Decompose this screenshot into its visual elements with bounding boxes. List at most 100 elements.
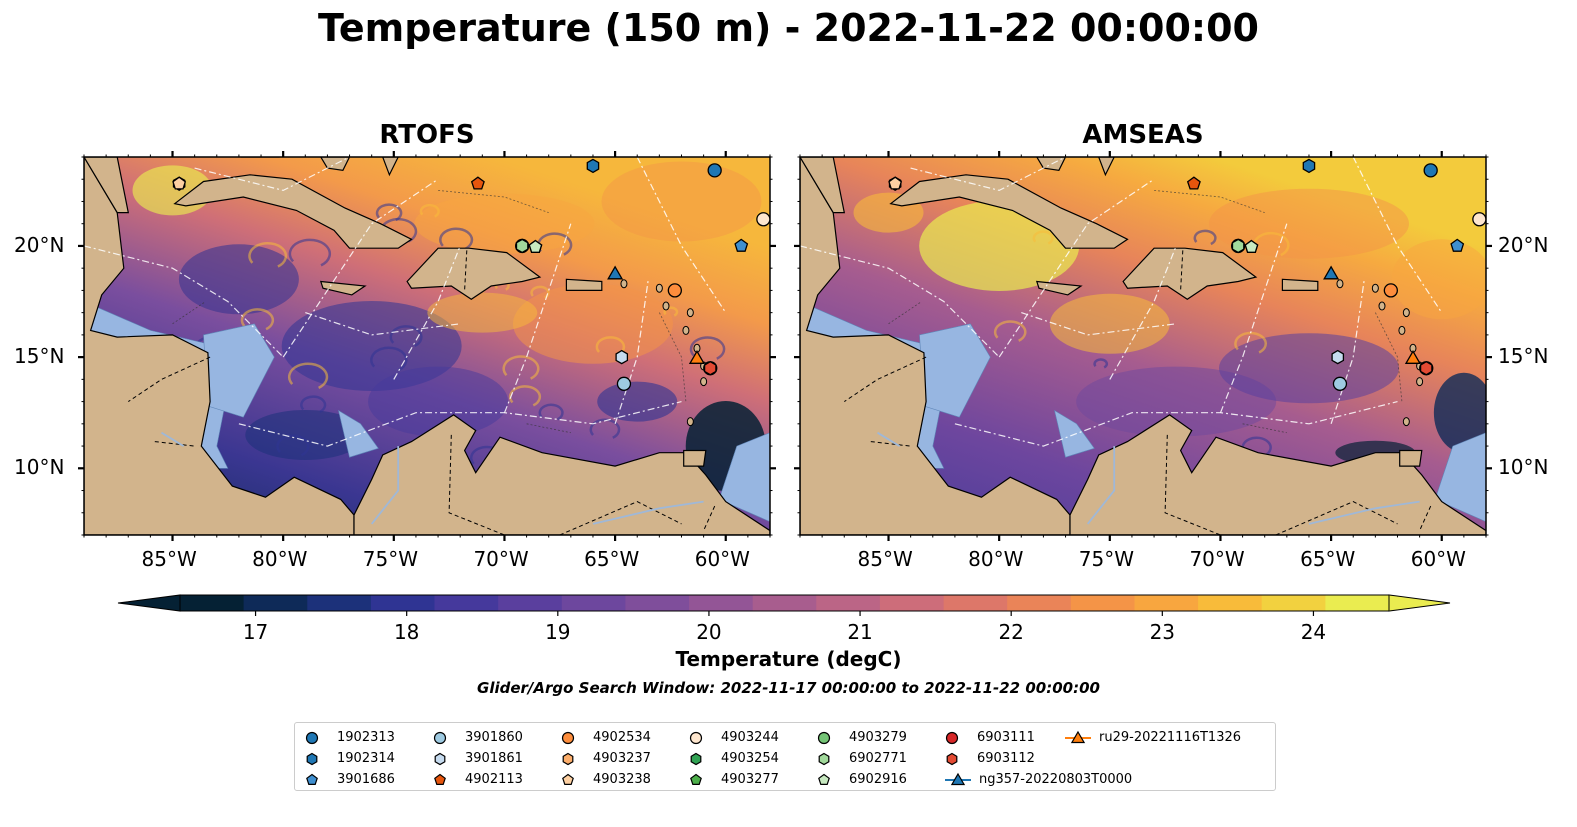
legend-item[interactable]: 4903244: [689, 727, 779, 748]
platform-marker-ng357-20220803T0000[interactable]: [1323, 265, 1340, 280]
legend-item[interactable]: 4903237: [561, 748, 651, 769]
colorbar-segment: [1325, 595, 1390, 611]
platform-marker-3901686[interactable]: [1450, 238, 1465, 252]
land-trinidad: [683, 449, 707, 467]
colorbar-label: Temperature (degC): [675, 647, 902, 671]
platform-marker-4902534[interactable]: [1383, 283, 1398, 298]
legend-item[interactable]: 4902534: [561, 727, 651, 748]
colorbar-segment: [752, 595, 817, 611]
colorbar-tick-label: 19: [545, 620, 571, 644]
land-jamaica: [319, 280, 367, 296]
legend-marker-icon: [818, 773, 830, 785]
panel-title-rtofs: RTOFS: [379, 120, 475, 150]
legend-marker-icon: [689, 731, 703, 744]
platform-marker-6902916[interactable]: [528, 239, 543, 253]
legend-item[interactable]: 4903279: [817, 727, 907, 748]
platform-marker-ng357-20220803T0000[interactable]: [607, 265, 624, 280]
legend-marker-icon: [433, 731, 447, 744]
figure-title: Temperature (150 m) - 2022-11-22 00:00:0…: [317, 6, 1259, 50]
legend-item[interactable]: 3901686: [305, 769, 395, 790]
legend-label: ru29-20221116T1326: [1099, 730, 1242, 745]
lat-tick-label: 10°N: [14, 455, 65, 480]
colorbar-segment: [1007, 595, 1072, 611]
legend-label: 6902916: [849, 772, 907, 787]
legend-item[interactable]: 1902313: [305, 727, 395, 748]
platform-marker-4903244[interactable]: [1472, 212, 1487, 227]
legend-label: ng357-20220803T0000: [979, 772, 1133, 787]
legend-marker-icon: [562, 752, 574, 765]
platform-marker-3901686[interactable]: [734, 238, 749, 252]
platform-marker-3901861[interactable]: [615, 349, 629, 365]
map-frame: [799, 156, 1487, 536]
colorbar-segment: [243, 595, 308, 611]
lon-tick-label: 70°W: [1189, 547, 1245, 571]
legend-item[interactable]: 1902314: [305, 748, 395, 769]
platform-marker-1902313[interactable]: [1423, 163, 1438, 178]
legend-label: 1902314: [337, 751, 395, 766]
platform-marker-4902534[interactable]: [667, 283, 682, 298]
platform-marker-3901860[interactable]: [616, 376, 632, 391]
platform-marker-1902314[interactable]: [1302, 158, 1316, 174]
colorbar-segment: [307, 595, 372, 611]
legend-item[interactable]: 6902771: [817, 748, 907, 769]
legend-marker-icon: [945, 772, 971, 785]
legend-marker-icon: [306, 752, 318, 765]
legend-item[interactable]: 3901861: [433, 748, 523, 769]
panel-title-amseas: AMSEAS: [1082, 120, 1204, 150]
platform-marker-3901860[interactable]: [1332, 376, 1348, 391]
platform-markers: [172, 158, 771, 391]
colorbar-segment: [1198, 595, 1263, 611]
legend-item[interactable]: ng357-20220803T0000: [945, 769, 1132, 790]
colorbar-bar: [117, 594, 1451, 616]
legend-label: 4903277: [721, 772, 779, 787]
platform-marker-4903238[interactable]: [172, 176, 187, 190]
legend-item[interactable]: 4903254: [689, 748, 779, 769]
lon-tick-label: 85°W: [141, 547, 197, 571]
platform-marker-4903244[interactable]: [756, 212, 771, 227]
platform-marker-ru29-20221116T1326[interactable]: [1404, 350, 1422, 364]
platform-marker-4902113[interactable]: [1186, 176, 1201, 190]
colorbar-tick-label: 20: [696, 620, 722, 644]
platform-marker-6903112[interactable]: [1419, 360, 1433, 376]
platform-marker-6903112[interactable]: [703, 360, 717, 376]
legend-marker-icon: [561, 731, 575, 744]
colorbar-segment: [816, 595, 881, 611]
lon-tick-label: 60°W: [1410, 547, 1466, 571]
legend-column: 4903279 6902771 6902916: [817, 727, 907, 790]
legend-item[interactable]: 4902113: [433, 769, 523, 790]
colorbar-tick-label: 22: [998, 620, 1024, 644]
legend-marker-icon: [946, 752, 958, 765]
platform-marker-6902916[interactable]: [1244, 239, 1259, 253]
platform-marker-4903238[interactable]: [888, 176, 903, 190]
lon-tick-label: 70°W: [473, 547, 529, 571]
lat-tick-label: 20°N: [14, 232, 65, 257]
colorbar-segment: [943, 595, 1008, 611]
legend-column: 4903244 4903254 4903277: [689, 727, 779, 790]
map-canvas: [794, 151, 1492, 541]
colorbar-extend-max: [1388, 594, 1451, 612]
platform-marker-6902771[interactable]: [515, 238, 529, 254]
colorbar-segment: [180, 595, 245, 611]
temperature-field: [800, 157, 1486, 535]
legend-item[interactable]: 6903112: [945, 748, 1132, 769]
colorbar-tick-label: 17: [242, 620, 269, 644]
legend-item[interactable]: 4903277: [689, 769, 779, 790]
legend-marker-icon: [945, 731, 959, 744]
platform-marker-1902313[interactable]: [707, 163, 722, 178]
legend-item[interactable]: 6903111: [945, 727, 1132, 748]
platform-marker-4902113[interactable]: [470, 176, 485, 190]
legend-item[interactable]: 4903238: [561, 769, 651, 790]
colorbar-segment: [625, 595, 690, 611]
legend-item[interactable]: 6902916: [817, 769, 907, 790]
colorbar-segment: [498, 595, 563, 611]
legend-label: 3901861: [465, 751, 523, 766]
platform-marker-6902771[interactable]: [1231, 238, 1245, 254]
legend-item[interactable]: 3901860: [433, 727, 523, 748]
legend-marker-icon: [1065, 730, 1091, 743]
platform-marker-3901861[interactable]: [1331, 349, 1345, 365]
legend-item[interactable]: ru29-20221116T1326: [1065, 727, 1241, 748]
colorbar-extend-min: [117, 594, 181, 612]
platform-marker-1902314[interactable]: [586, 158, 600, 174]
platform-marker-ru29-20221116T1326[interactable]: [688, 350, 706, 364]
search-window-text: Glider/Argo Search Window: 2022-11-17 00…: [477, 679, 1100, 697]
